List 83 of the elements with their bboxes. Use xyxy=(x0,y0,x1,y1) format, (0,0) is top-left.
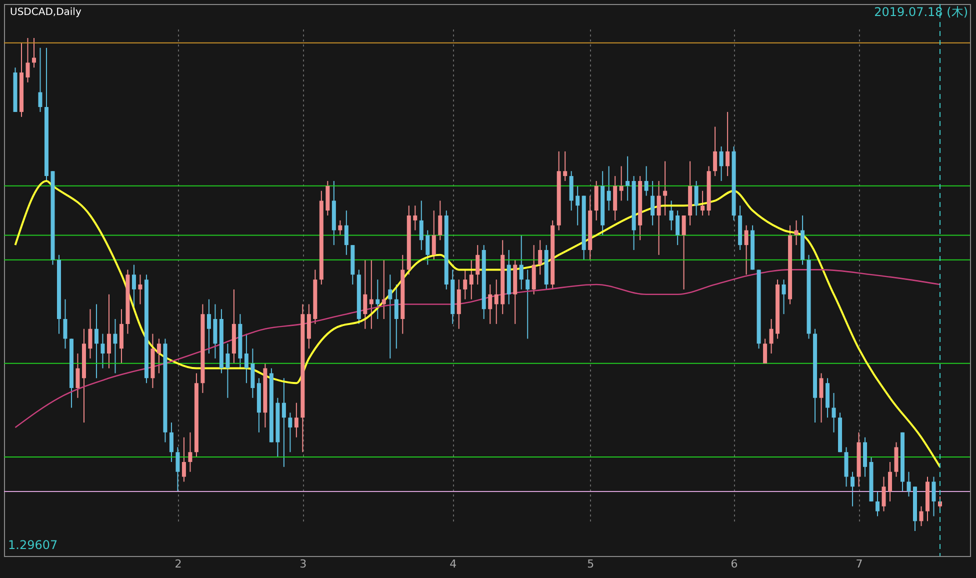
candlestick xyxy=(876,491,880,517)
candlestick xyxy=(906,471,911,497)
x-tick-label: 6 xyxy=(730,558,738,570)
candlestick xyxy=(76,353,80,398)
candlestick xyxy=(576,185,580,226)
text: 1.29607 xyxy=(8,538,58,552)
x-tick-label: 5 xyxy=(587,558,594,570)
candlestick xyxy=(63,298,68,350)
candlestick xyxy=(463,269,468,300)
candlestick xyxy=(494,279,498,324)
candlestick xyxy=(32,38,36,68)
candlestick xyxy=(376,279,380,320)
candlestick xyxy=(656,180,661,256)
candlestick xyxy=(26,38,30,83)
candlestick xyxy=(226,343,230,398)
candlestick xyxy=(769,318,774,354)
candlestick xyxy=(176,446,180,492)
candlestick xyxy=(138,274,142,305)
candlestick xyxy=(744,224,748,276)
candlestick xyxy=(169,422,174,462)
candlestick xyxy=(932,476,936,517)
candlestick xyxy=(438,200,442,241)
candlestick xyxy=(832,392,836,433)
candlestick xyxy=(663,160,668,216)
candlestick xyxy=(363,259,368,330)
candlestick xyxy=(394,284,398,350)
x-tick-label: 7 xyxy=(856,558,863,570)
candlestick xyxy=(282,378,286,468)
candlestick xyxy=(419,200,424,250)
candlestick xyxy=(763,338,768,364)
x-tick-label: 4 xyxy=(450,558,457,570)
candlestick xyxy=(794,220,798,246)
candlestick xyxy=(94,304,98,379)
candlestick xyxy=(526,269,530,340)
candlestick xyxy=(619,166,624,202)
candlestick xyxy=(700,190,705,216)
candlestick xyxy=(206,298,211,354)
candlestick xyxy=(106,294,111,369)
candlestick xyxy=(188,432,192,472)
candlestick xyxy=(369,259,374,330)
candlestick xyxy=(819,372,824,424)
candlestick xyxy=(538,240,542,276)
candlestick xyxy=(88,308,92,359)
text: 2019.07.18 (木) xyxy=(874,5,968,19)
candlestick xyxy=(413,205,418,231)
candlestick xyxy=(382,259,386,320)
candlestick xyxy=(682,214,686,290)
candlestick xyxy=(882,476,886,512)
candlestick xyxy=(100,333,105,369)
text: USDCAD,Daily xyxy=(10,7,82,18)
candlestick xyxy=(669,200,674,231)
candlestick xyxy=(850,471,855,507)
candlestick xyxy=(244,333,248,384)
candlestick xyxy=(288,412,292,453)
candlestick xyxy=(338,220,342,236)
candlestick xyxy=(888,461,892,502)
candlestick xyxy=(469,259,474,300)
candlestick xyxy=(719,146,724,182)
candlestick xyxy=(626,156,630,202)
candlestick xyxy=(650,180,655,226)
candlestick xyxy=(113,318,118,374)
candlestick xyxy=(676,210,680,246)
candlestick xyxy=(644,166,648,196)
candlestick xyxy=(432,210,436,260)
candlestick xyxy=(344,210,348,256)
candlestick xyxy=(182,436,186,482)
candlestick xyxy=(606,166,611,212)
candlestick xyxy=(519,234,524,290)
candlestick xyxy=(476,244,480,285)
candlestick xyxy=(694,180,698,216)
candlestick xyxy=(294,402,298,438)
candlestick xyxy=(426,230,430,266)
candlestick xyxy=(38,47,42,112)
candlestick xyxy=(713,126,718,177)
candlestick xyxy=(726,111,730,177)
candlestick xyxy=(388,274,392,359)
candlestick xyxy=(156,338,161,374)
x-tick-label: 2 xyxy=(174,558,182,570)
candlestick xyxy=(919,506,924,527)
candlestick xyxy=(782,279,786,315)
candlestick xyxy=(563,150,568,182)
candlestick xyxy=(488,284,492,324)
x-tick-label: 3 xyxy=(300,558,307,570)
